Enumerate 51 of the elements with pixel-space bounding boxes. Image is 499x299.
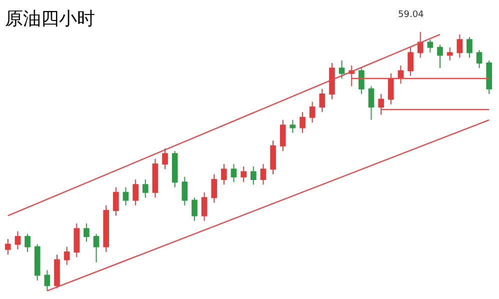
candlestick	[466, 36, 472, 58]
candlestick	[486, 60, 492, 95]
candlestick	[408, 46, 414, 76]
candlestick	[4, 238, 11, 256]
candlestick	[427, 39, 434, 54]
chart-title: 原油四小时	[4, 8, 95, 30]
candlestick	[270, 140, 276, 175]
candlestick	[152, 158, 158, 198]
candlestick	[280, 119, 286, 152]
candlestick	[142, 178, 148, 198]
candlestick	[14, 230, 21, 250]
candlestick	[172, 150, 178, 188]
candlestick	[309, 101, 316, 124]
candlestick	[398, 65, 404, 84]
candlestick	[358, 68, 364, 95]
candlestick	[456, 34, 463, 58]
candlestick	[437, 44, 443, 69]
candlestick	[230, 163, 237, 183]
candlestick	[446, 46, 453, 61]
candlestick	[290, 119, 296, 134]
candlestick	[417, 31, 424, 58]
candlestick	[378, 94, 384, 116]
candlestick	[113, 186, 119, 216]
candlestick	[240, 166, 246, 183]
candlestick	[368, 86, 374, 120]
candlestick	[162, 148, 168, 170]
candlestick	[44, 270, 50, 292]
candlestick	[93, 233, 100, 263]
candlestick	[74, 223, 80, 258]
candlestick	[132, 178, 138, 206]
candlestick	[329, 62, 335, 100]
candlestick	[54, 254, 60, 289]
candlestick	[24, 233, 30, 252]
candlestick	[476, 50, 482, 69]
candlestick	[260, 163, 266, 186]
candlestick	[338, 60, 345, 79]
candlestick	[64, 246, 70, 266]
candlestick	[34, 244, 40, 281]
candlestick	[388, 72, 394, 105]
candlestick	[300, 112, 306, 134]
candlestick	[221, 163, 227, 186]
candlestick	[103, 204, 110, 252]
candlestick	[201, 192, 208, 222]
candlestick	[182, 176, 188, 206]
candlestick	[122, 186, 129, 206]
candlestick	[84, 223, 90, 242]
candlestick	[319, 88, 326, 113]
candlestick	[192, 197, 198, 222]
text: 59.04	[398, 10, 424, 20]
candlestick	[250, 166, 256, 186]
candlestick	[211, 174, 218, 204]
